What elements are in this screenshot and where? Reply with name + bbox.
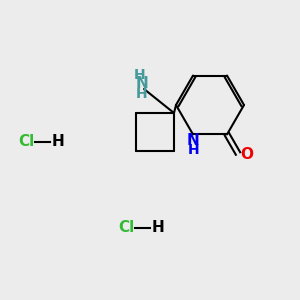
Text: O: O bbox=[240, 147, 253, 162]
Text: H: H bbox=[188, 143, 200, 158]
Text: N: N bbox=[187, 134, 200, 148]
Text: N: N bbox=[136, 76, 148, 92]
Text: Cl: Cl bbox=[18, 134, 34, 149]
Text: H: H bbox=[52, 134, 65, 149]
Text: H: H bbox=[136, 87, 148, 101]
Text: Cl: Cl bbox=[118, 220, 134, 236]
Text: H: H bbox=[134, 68, 146, 82]
Text: H: H bbox=[152, 220, 165, 236]
